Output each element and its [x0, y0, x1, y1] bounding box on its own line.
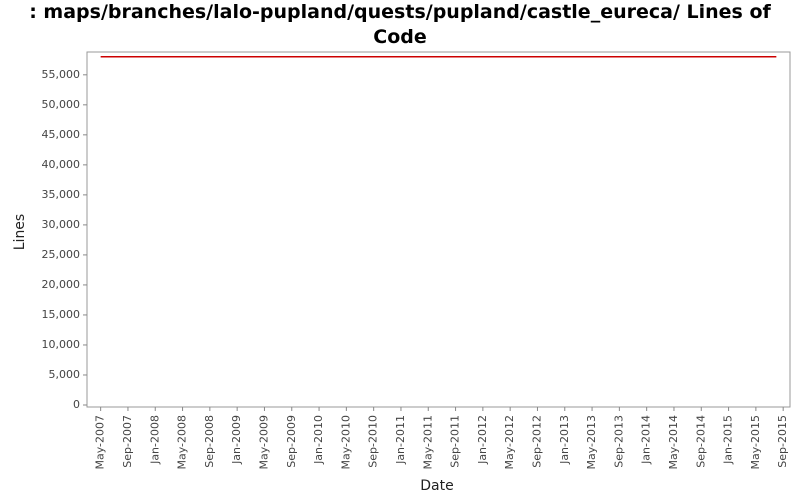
x-tick-label: May-2011: [421, 415, 434, 470]
x-tick-label: Sep-2015: [776, 415, 789, 468]
plot-area: [86, 51, 791, 408]
y-tick-label: 25,000: [42, 248, 81, 261]
x-tick-label: Sep-2013: [612, 415, 625, 468]
x-tick-label: Jan-2010: [312, 415, 325, 465]
y-tick-label: 30,000: [42, 218, 81, 231]
y-tick-label: 35,000: [42, 188, 81, 201]
x-tick-label: Jan-2014: [640, 415, 653, 465]
x-tick-label: Sep-2010: [367, 415, 380, 468]
x-tick-label: Sep-2007: [121, 415, 134, 468]
x-tick-label: May-2008: [176, 415, 189, 470]
x-tick-label: Sep-2008: [203, 415, 216, 468]
x-tick-label: May-2014: [667, 415, 680, 470]
x-tick-label: Sep-2009: [285, 415, 298, 468]
y-tick-label: 40,000: [42, 158, 81, 171]
x-tick-label: Jan-2008: [148, 415, 161, 465]
x-tick-label: Jan-2013: [558, 415, 571, 465]
chart-title: : maps/branches/lalo-pupland/quests/pupl…: [29, 1, 771, 48]
x-tick-label: May-2013: [585, 415, 598, 470]
y-tick-label: 15,000: [42, 308, 81, 321]
x-axis-label: Date: [420, 478, 453, 494]
x-tick-label: May-2015: [749, 415, 762, 470]
x-tick-label: May-2009: [257, 415, 270, 470]
y-tick-label: 20,000: [42, 278, 81, 291]
y-axis-label: Lines: [12, 214, 28, 250]
x-tick-label: Sep-2012: [530, 415, 543, 468]
x-tick-label: Sep-2011: [449, 415, 462, 468]
y-tick-label: 50,000: [42, 98, 81, 111]
x-tick-label: Jan-2009: [230, 415, 243, 465]
y-tick-label: 0: [73, 398, 80, 411]
x-tick-label: Sep-2014: [694, 415, 707, 468]
x-tick-label: May-2012: [503, 415, 516, 470]
x-tick-label: Jan-2012: [476, 415, 489, 465]
x-tick-label: May-2007: [94, 415, 107, 470]
x-tick-label: Jan-2011: [394, 415, 407, 465]
y-tick-label: 55,000: [42, 68, 81, 81]
y-tick-label: 45,000: [42, 128, 81, 141]
x-tick-label: Jan-2015: [722, 415, 735, 465]
x-tick-label: May-2010: [339, 415, 352, 470]
y-tick-label: 10,000: [42, 338, 81, 351]
y-tick-label: 5,000: [49, 368, 81, 381]
